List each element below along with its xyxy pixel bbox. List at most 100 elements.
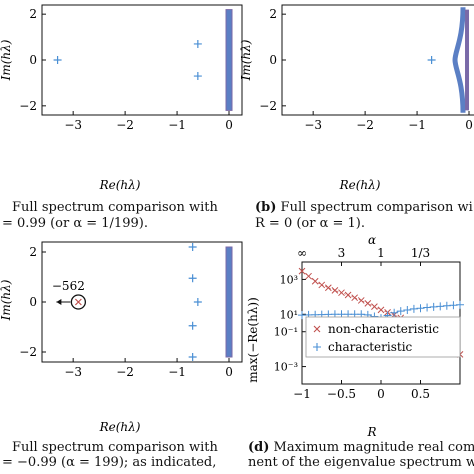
panel-c: Im(hλ) −3 −2 −1 0 −2 0 2 −562 Re(hλ) [0, 241, 243, 434]
series-non-characteristic-point [344, 291, 352, 299]
panel-b-xtick-label: −3 [304, 118, 322, 132]
series-characteristic-point [403, 305, 412, 314]
panel-a-xlabel: Re(hλ) [99, 178, 141, 192]
panel-d: α max(−Re(hλ)) −1 −0.5 0 0.5 10³ 10¹ 10⁻¹ 10⁻³ ∞… [246, 233, 464, 439]
panel-c-annotation: −562 [52, 279, 85, 293]
legend-marker-characteristic [313, 343, 321, 351]
panel-d-xtick-label: −1 [293, 387, 311, 401]
panel-a-ytick-label: 2 [29, 7, 37, 21]
series-non-characteristic-point [331, 287, 339, 294]
panel-d-ytick-label: 10⁻¹ [274, 326, 298, 339]
caption-b-line-2: R = 0 (or α = 1). [255, 216, 366, 231]
panel-a-eigenvalue-point [53, 56, 62, 64]
caption-c-line-1: Full spectrum comparison with [12, 440, 218, 455]
series-characteristic-point [436, 302, 445, 311]
panel-d-xtick-label: 0 [377, 387, 385, 401]
panel-c-ytick-label: −2 [19, 345, 37, 359]
panel-c-ylabel: Im(hλ) [0, 279, 13, 321]
panel-b-ytick-label: −2 [259, 99, 277, 113]
panel-a-xtick-label: 0 [225, 118, 233, 132]
panel-c-shifted-point [74, 298, 82, 306]
panel-a-xtick-label: −1 [168, 118, 186, 132]
legend-label-characteristic: characteristic [328, 340, 413, 354]
series-characteristic-point [396, 307, 405, 316]
series-non-characteristic-point [298, 267, 306, 275]
caption-d: (d) Maximum magnitude real comp nent of … [248, 440, 474, 470]
caption-d-line-1: (d) Maximum magnitude real comp [248, 440, 474, 455]
panel-d-top-tick-label: 1/3 [411, 246, 430, 260]
series-non-characteristic-point [305, 272, 312, 280]
series-characteristic-point [416, 304, 425, 313]
panel-a-ytick-label: 0 [29, 53, 37, 67]
series-non-characteristic-point [311, 277, 319, 285]
caption-a: Full spectrum comparison with = 0.99 (or… [2, 200, 218, 232]
series-non-characteristic-point [351, 294, 359, 302]
panel-d-ytick-label: 10³ [280, 273, 298, 286]
panel-b-spectrum-band [452, 7, 466, 113]
panel-a-xtick-label: −2 [116, 118, 134, 132]
series-non-characteristic-point [357, 297, 365, 304]
panel-c-xtick-label: 0 [225, 365, 233, 379]
series-non-characteristic-point [318, 281, 326, 289]
panel-b-xlabel: Re(hλ) [339, 178, 381, 192]
panel-d-top-label: α [368, 233, 376, 247]
panel-b-xtick-label: −1 [408, 118, 426, 132]
caption-c-line-2: = −0.99 (α = 199); as indicated, [2, 455, 217, 470]
panel-c-ytick-label: 0 [29, 295, 37, 309]
panel-d-ytick-label: 10⁻³ [274, 361, 298, 374]
series-characteristic-point [423, 303, 432, 312]
caption-b-text: Full spectrum comparison wi [280, 200, 473, 215]
panel-d-top-tick-label: 3 [338, 246, 346, 260]
panel-d-top-tick-label: 1 [377, 246, 385, 260]
panel-d-top-tick-label: ∞ [297, 246, 307, 260]
panel-c-xtick-label: −3 [64, 365, 82, 379]
series-non-characteristic-point [377, 306, 385, 314]
panel-a-xtick-label: −3 [64, 118, 82, 132]
panel-c-xtick-label: −1 [168, 365, 186, 379]
panel-d-ylabel: max(−Re(hλ)) [246, 297, 260, 383]
panel-c-eigenvalue-point [188, 321, 197, 330]
series-non-characteristic-point [371, 303, 378, 310]
panel-a-frame [41, 4, 243, 116]
panel-a-eigenvalue-point [193, 72, 202, 81]
caption-b: (b) Full spectrum comparison wi R = 0 (o… [255, 200, 473, 232]
panel-b-xtick-label: 0 [465, 118, 473, 132]
panel-d-xtick-label: 0.5 [411, 387, 430, 401]
panel-c-eigenvalue-point [188, 274, 197, 283]
panel-b-xtick-label: −2 [356, 118, 374, 132]
legend-label-non-characteristic: non-characteristic [328, 322, 439, 336]
series-characteristic-point [429, 302, 438, 311]
panel-c-xtick-label: −2 [116, 365, 134, 379]
series-non-characteristic-point [338, 289, 345, 297]
panel-a-ytick-label: −2 [19, 99, 37, 113]
series-non-characteristic-point [364, 300, 372, 307]
caption-b-line-1: (b) Full spectrum comparison wi [255, 200, 473, 216]
panel-a: Im(hλ) −3 −2 −1 0 −2 0 2 Re(hλ) [0, 4, 243, 192]
panel-c-shift-arrowhead [56, 299, 62, 305]
panel-d-xlabel: R [366, 425, 376, 439]
panel-a-ylabel: Im(hλ) [0, 39, 13, 81]
caption-b-tag: (b) [255, 200, 277, 215]
panel-b-frame [281, 4, 474, 116]
series-characteristic-point [456, 300, 464, 309]
panel-c-shifted-circle [70, 294, 87, 310]
caption-a-line-2: = 0.99 (or α = 1/199). [2, 216, 148, 231]
panel-b-eigenvalue-point [427, 56, 436, 64]
panel-c-ytick-label: 2 [29, 245, 37, 259]
caption-d-tag: (d) [248, 440, 270, 455]
panel-c-eigenvalue-point [188, 243, 197, 251]
panel-c-spectrum-band [225, 246, 233, 358]
panel-c-eigenvalue-point [193, 298, 202, 306]
panel-a-eigenvalue-point [193, 39, 202, 48]
series-non-characteristic-point [324, 284, 332, 292]
caption-d-line-2: nent of the eigenvalue spectrum wh [248, 455, 474, 470]
panel-a-spectrum-band [225, 9, 233, 111]
legend-marker-non-characteristic [313, 325, 321, 333]
panel-d-legend [305, 316, 461, 358]
panel-d-ytick-label: 10¹ [280, 308, 298, 321]
panel-b-ylabel: Im(hλ) [239, 39, 253, 81]
panel-b-ytick-label: 2 [269, 7, 277, 21]
caption-c: Full spectrum comparison with = −0.99 (α… [2, 440, 218, 470]
caption-d-text: Maximum magnitude real comp [273, 440, 474, 455]
